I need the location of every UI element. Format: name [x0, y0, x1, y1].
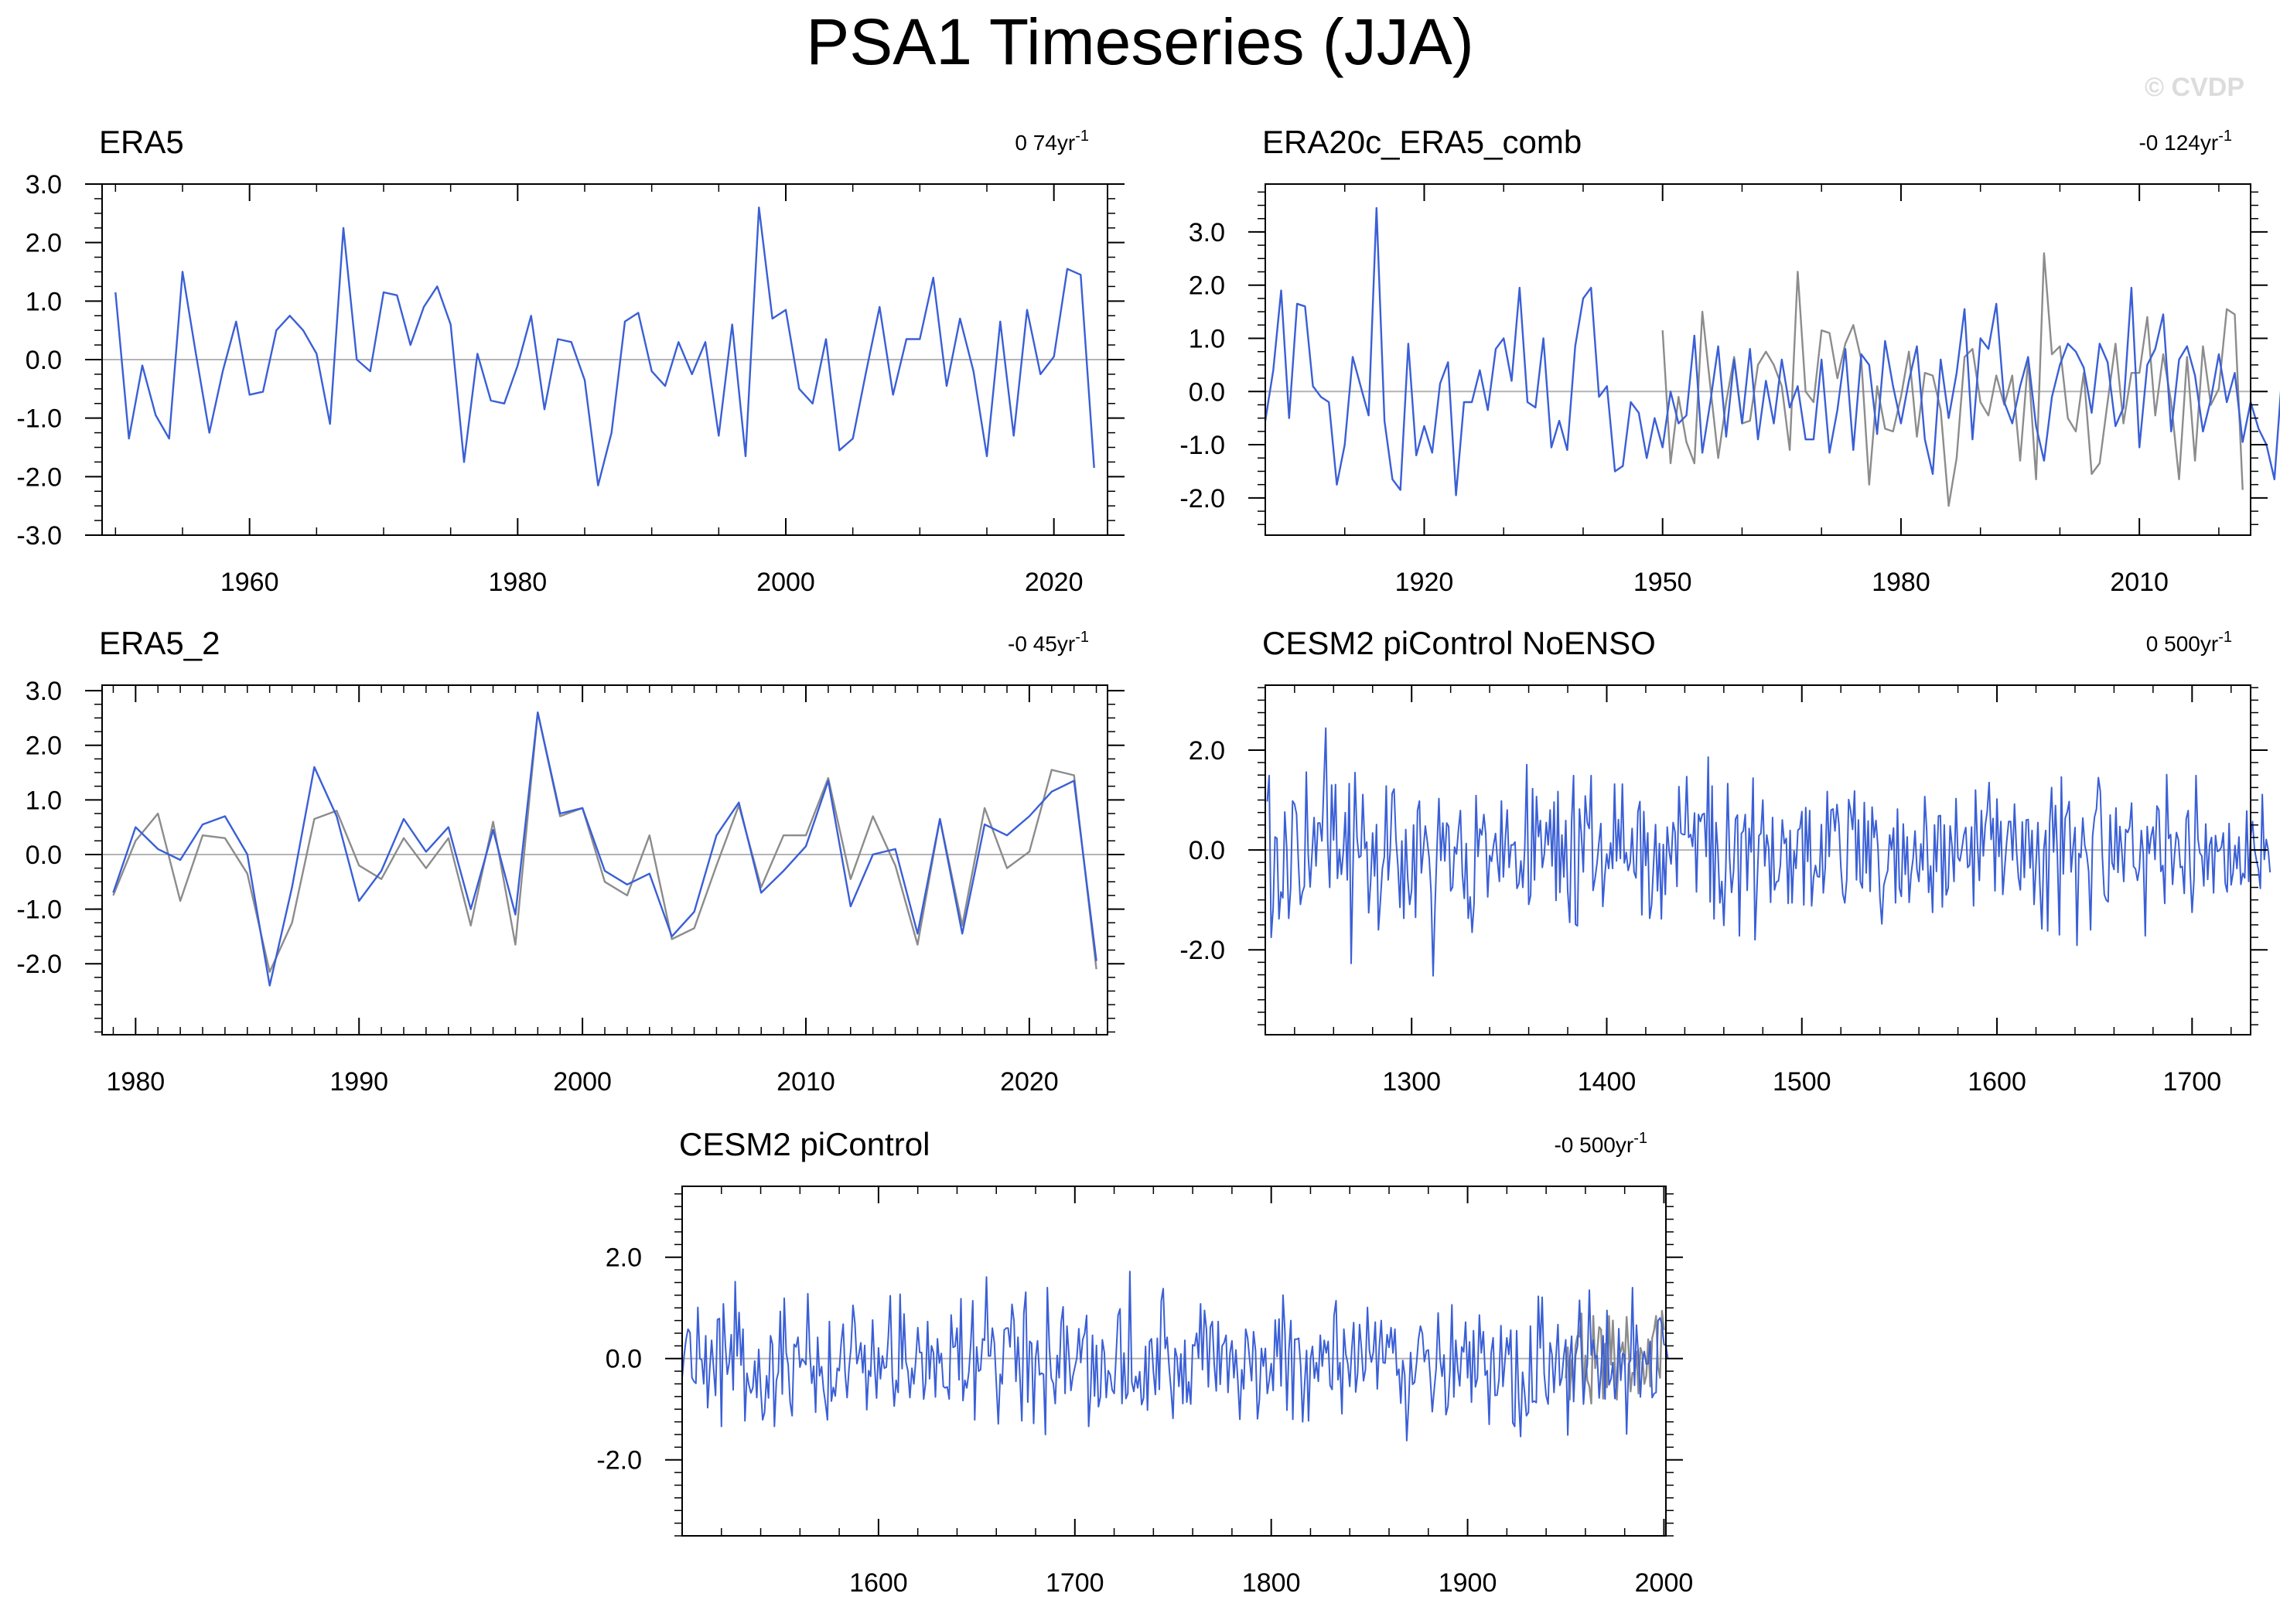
panel-2-y-tick-label: 0.0 [1189, 377, 1225, 407]
panel-3-x-tick-label: 2010 [776, 1067, 835, 1097]
panel-1-y-tick-label: -2.0 [16, 462, 62, 492]
panel-2-y-tick-label: 1.0 [1189, 324, 1225, 353]
panel-3-x-tick-label: 2000 [553, 1067, 612, 1097]
panel-5-y-tick-label: -2.0 [596, 1446, 642, 1476]
panel-1-y-tick-label: 0.0 [26, 346, 62, 375]
panel-5-x-tick-label: 1600 [849, 1568, 908, 1598]
panel-5-frame [681, 1186, 1667, 1537]
panel-5-series-secondary [1565, 1309, 1665, 1405]
panel-2-x-tick-label: 1920 [1395, 568, 1454, 597]
panel-2-y-tick-label: -1.0 [1179, 431, 1225, 460]
panel-4-x-tick-label: 1300 [1382, 1067, 1441, 1097]
panel-3-x-tick-label: 2020 [1000, 1067, 1059, 1097]
panel-2-frame [1265, 183, 2251, 536]
panel-4-y-tick-label: 0.0 [1189, 836, 1225, 865]
panel-1-x-tick-label: 1980 [489, 568, 548, 597]
panel-5-trend-label: -0 500yr-1 [1554, 1130, 1647, 1157]
panel-3-y-tick-label: 0.0 [26, 841, 62, 870]
panel-3-y-tick-label: 1.0 [26, 786, 62, 815]
panel-5-x-tick-label: 1700 [1046, 1568, 1104, 1598]
panel-5-series-primary [681, 1271, 1669, 1441]
panel-5-y-tick-label: 2.0 [606, 1244, 642, 1273]
panel-4-title: CESM2 piControl NoENSO [1262, 625, 1656, 661]
panel-2-series-secondary [1661, 252, 2244, 507]
panel-4-y-tick-label: 2.0 [1189, 736, 1225, 766]
panel-4-series-primary [1266, 727, 2271, 977]
panel-4-x-tick-label: 1400 [1578, 1067, 1637, 1097]
panel-5-trend-unit: -1 [1633, 1130, 1647, 1147]
panel-1-x-tick-label: 2020 [1025, 568, 1084, 597]
panel-1-trend-unit: -1 [1075, 128, 1089, 145]
panel-4-x-tick-label: 1700 [2162, 1067, 2221, 1097]
panel-5-x-tick-label: 1900 [1439, 1568, 1497, 1598]
panel-3-trend-label: -0 45yr-1 [1008, 629, 1089, 656]
panel-2-trend-unit: -1 [2218, 128, 2232, 145]
panel-1-title: ERA5 [99, 124, 184, 160]
panel-3-x-tick-label: 1980 [107, 1067, 166, 1097]
panel-2-y-tick-label: -2.0 [1179, 484, 1225, 513]
panel-3-y-tick-label: 2.0 [26, 732, 62, 761]
panel-1-y-tick-label: 1.0 [26, 287, 62, 316]
panel-4-frame [1265, 684, 2251, 1035]
panel-4-trend-label: 0 500yr-1 [2146, 629, 2232, 656]
panel-4-trend-unit: -1 [2218, 629, 2232, 646]
panel-3-x-tick-label: 1990 [329, 1067, 388, 1097]
panel-1-trend-label: 0 74yr-1 [1015, 128, 1089, 155]
panel-2-x-tick-label: 1980 [1872, 568, 1930, 597]
panel-5-y-tick-label: 0.0 [606, 1345, 642, 1374]
panel-2-y-tick-label: 3.0 [1189, 218, 1225, 247]
panel-5-x-tick-label: 1800 [1242, 1568, 1301, 1598]
watermark: © CVDP [2145, 73, 2244, 102]
panel-2-series-primary [1264, 206, 2280, 496]
panel-4-x-tick-label: 1500 [1773, 1067, 1831, 1097]
panel-1-y-tick-label: -3.0 [16, 521, 62, 551]
panel-3-y-tick-label: -1.0 [16, 896, 62, 925]
panel-3-series-primary [112, 711, 1097, 987]
panel-1-x-tick-label: 2000 [756, 568, 815, 597]
panel-2-trend-label: -0 124yr-1 [2138, 128, 2232, 155]
panel-3-y-tick-label: 3.0 [26, 677, 62, 706]
panel-4-x-tick-label: 1600 [1968, 1067, 2026, 1097]
panel-3-frame [101, 684, 1108, 1035]
panel-5-title: CESM2 piControl [679, 1126, 930, 1162]
panel-3-title: ERA5_2 [99, 625, 220, 661]
panel-1-y-tick-label: 3.0 [26, 170, 62, 200]
panel-1-y-tick-label: -1.0 [16, 404, 62, 434]
panel-1-y-tick-label: 2.0 [26, 229, 62, 258]
panel-5-x-tick-label: 2000 [1635, 1568, 1694, 1598]
panel-2-title: ERA20c_ERA5_comb [1262, 124, 1582, 160]
figure-title: PSA1 Timeseries (JJA) [806, 5, 1474, 78]
panel-2-x-tick-label: 2010 [2110, 568, 2169, 597]
panel-1-x-tick-label: 1960 [220, 568, 279, 597]
panel-4-y-tick-label: -2.0 [1179, 936, 1225, 965]
panel-3-trend-unit: -1 [1075, 629, 1089, 646]
panel-1-series-primary [114, 206, 1095, 486]
panel-2-x-tick-label: 1950 [1633, 568, 1692, 597]
panel-3-y-tick-label: -2.0 [16, 950, 62, 979]
panel-2-y-tick-label: 2.0 [1189, 271, 1225, 301]
